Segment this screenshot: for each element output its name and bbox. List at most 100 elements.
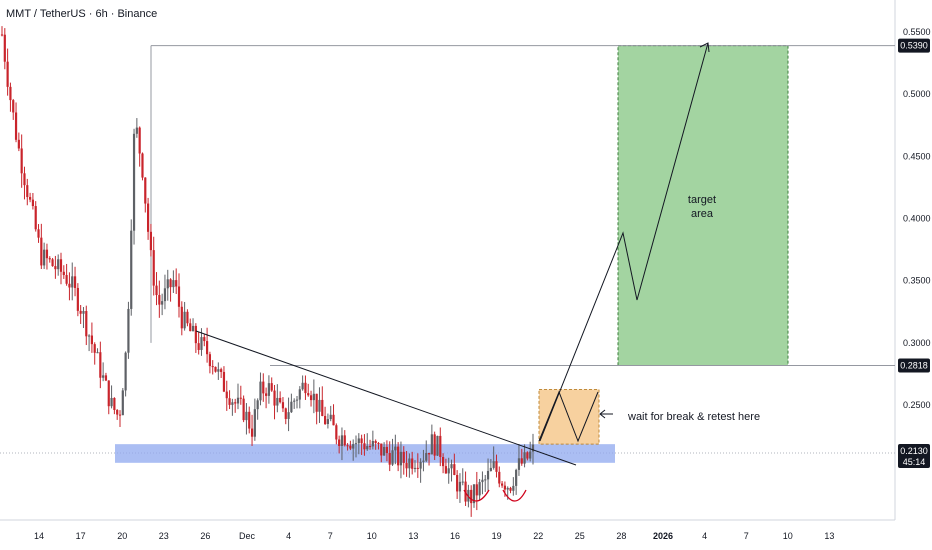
price-badge-label: 0.2818 <box>900 360 928 370</box>
candle-body <box>256 400 259 410</box>
candle-body <box>93 344 96 353</box>
candle-body <box>220 369 223 372</box>
candle-body <box>231 402 234 405</box>
candle-body <box>399 451 403 466</box>
candle-body <box>332 414 335 426</box>
projection-arrowhead <box>699 42 710 53</box>
candle-body <box>307 393 310 396</box>
candle-body <box>6 61 9 87</box>
x-axis-ticks: 14 17 20 23 26 Dec 4 7 10 13 16 19 22 25 28 2026 4 7 10 13 <box>34 531 834 541</box>
candle-body <box>529 451 532 459</box>
candle-body <box>397 446 400 466</box>
candle-body <box>259 381 262 401</box>
candle-body <box>222 371 226 392</box>
candle-body <box>34 206 37 230</box>
candle-body <box>107 380 110 407</box>
candle-body <box>453 464 456 475</box>
candle-body <box>436 435 439 456</box>
candle-body <box>20 148 23 174</box>
candle-body <box>121 390 124 416</box>
candle-body <box>343 435 346 446</box>
candle-body <box>402 451 405 463</box>
candle-body <box>371 440 374 447</box>
candle-body <box>267 383 271 396</box>
candle-body <box>368 446 372 448</box>
candle-body <box>279 397 282 403</box>
x-tick-label: 16 <box>450 531 460 541</box>
candle-body <box>425 452 428 461</box>
candle-body <box>28 197 32 200</box>
candle-body <box>250 428 254 437</box>
candle-body <box>104 375 108 381</box>
candle-body <box>430 434 433 455</box>
chart-title: MMT / TetherUS · 6h · Binance <box>6 8 158 20</box>
candle-body <box>270 383 273 391</box>
candle-body <box>17 139 20 149</box>
candle-body <box>523 452 526 464</box>
candle-body <box>124 352 127 391</box>
retest-pointer-arrowhead <box>599 409 606 419</box>
candle-body <box>51 259 54 267</box>
candle-body <box>492 461 495 468</box>
x-tick-label: 19 <box>492 531 502 541</box>
candles-layer <box>0 26 535 517</box>
candle-body <box>385 446 389 454</box>
candle-body <box>116 410 119 415</box>
x-tick-label: 26 <box>200 531 210 541</box>
candle-body <box>48 258 51 260</box>
candle-body <box>245 411 248 421</box>
candle-body <box>444 466 448 474</box>
candle-body <box>360 438 363 444</box>
candle-body <box>498 471 501 484</box>
bottom-arc-left <box>463 489 490 502</box>
candle-body <box>135 127 138 134</box>
candle-body <box>450 464 453 469</box>
candle-body <box>99 352 102 378</box>
x-tick-label: 10 <box>783 531 793 541</box>
candle-body <box>31 199 35 207</box>
candle-body <box>169 279 172 288</box>
projection-path <box>539 42 709 442</box>
candle-body <box>321 399 324 416</box>
candle-body <box>158 295 161 305</box>
candle-body <box>309 395 313 401</box>
candle-body <box>186 311 189 324</box>
candle-body <box>456 474 459 492</box>
y-axis-ticks: 0.5500 0.5000 0.4500 0.4000 0.3500 0.3000 0.25… <box>903 27 931 410</box>
candle-body <box>486 470 490 480</box>
candle-body <box>234 402 237 404</box>
candle-body <box>3 34 6 62</box>
candle-body <box>515 469 518 486</box>
candle-body <box>45 249 49 259</box>
x-tick-label: 14 <box>34 531 44 541</box>
candle-body <box>132 133 136 231</box>
candle-body <box>489 467 492 471</box>
candle-body <box>14 112 18 140</box>
candle-body <box>349 445 352 449</box>
candle-body <box>194 325 197 344</box>
retest-zigzag <box>538 390 599 443</box>
candle-body <box>248 411 251 429</box>
candle-body <box>68 283 71 288</box>
candle-body <box>439 435 442 458</box>
candle-body <box>354 443 358 445</box>
candle-body <box>495 461 498 472</box>
candle-body <box>293 400 296 402</box>
y-tick-label: 0.5000 <box>903 89 931 99</box>
candle-body <box>73 276 77 288</box>
x-tick-label: 28 <box>616 531 626 541</box>
candle-body <box>338 439 341 447</box>
candle-body <box>253 409 256 437</box>
candle-body <box>57 259 60 270</box>
candle-body <box>273 390 276 406</box>
candle-body <box>298 389 301 400</box>
candle-body <box>149 231 153 251</box>
candle-body <box>481 479 484 483</box>
x-tick-label: 4 <box>702 531 707 541</box>
candle-body <box>382 446 386 456</box>
candle-body <box>141 153 144 178</box>
candle-body <box>175 280 178 287</box>
candle-body <box>200 337 203 350</box>
candle-body <box>225 391 228 399</box>
